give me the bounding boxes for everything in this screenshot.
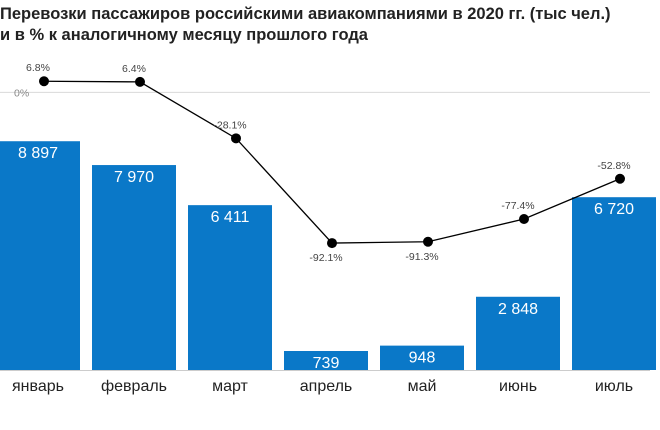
- x-tick-label-6: июнь: [499, 378, 537, 395]
- chart-title-line-1: Перевозки пассажиров российскими авиаком…: [0, 5, 611, 23]
- pct-value-label-6: -77.4%: [501, 200, 534, 212]
- x-tick-label-3: март: [212, 378, 248, 395]
- pct-point-5: [423, 236, 433, 247]
- pct-value-label-3: -28.1%: [213, 119, 246, 131]
- pct-point-7: [615, 173, 625, 184]
- bar-3: [188, 205, 272, 370]
- pct-point-2: [135, 76, 145, 87]
- bar-2: [92, 165, 176, 370]
- bar-value-label-1: 8 897: [18, 145, 58, 162]
- x-tick-label-7: июль: [595, 378, 633, 395]
- bar-value-label-6: 2 848: [498, 301, 538, 318]
- bar-value-label-3: 6 411: [211, 209, 250, 226]
- x-tick-label-5: май: [408, 378, 437, 395]
- bar-7: [572, 197, 656, 370]
- x-tick-label-1: январь: [12, 378, 64, 395]
- bar-4: [284, 350, 368, 370]
- pct-point-1: [39, 76, 49, 87]
- bar-value-label-2: 7 970: [114, 169, 154, 186]
- x-tick-label-4: апрель: [300, 378, 353, 395]
- bar-6: [476, 296, 560, 370]
- pct-value-label-4: -92.1%: [309, 252, 342, 264]
- bar-value-label-5: 948: [409, 350, 436, 367]
- bar-5: [380, 345, 464, 370]
- bar-value-label-7: 6 720: [594, 201, 634, 218]
- bar-value-label-4: 739: [313, 355, 340, 372]
- chart-title: Перевозки пассажиров российскими авиаком…: [0, 4, 650, 46]
- pct-point-6: [519, 214, 529, 225]
- pct-point-3: [231, 133, 241, 144]
- zero-reference-label: 0%: [14, 87, 29, 99]
- pct-value-label-2: 6.4%: [122, 63, 146, 75]
- pct-value-label-5: -91.3%: [405, 251, 438, 263]
- chart-title-line-2: и в % к аналогичному месяцу прошлого год…: [0, 26, 368, 44]
- x-tick-label-2: февраль: [101, 378, 167, 395]
- pct-value-label-1: 6.8%: [26, 62, 50, 74]
- pct-point-4: [327, 238, 337, 249]
- pct-value-label-7: -52.8%: [597, 160, 630, 172]
- bar-1: [0, 141, 80, 370]
